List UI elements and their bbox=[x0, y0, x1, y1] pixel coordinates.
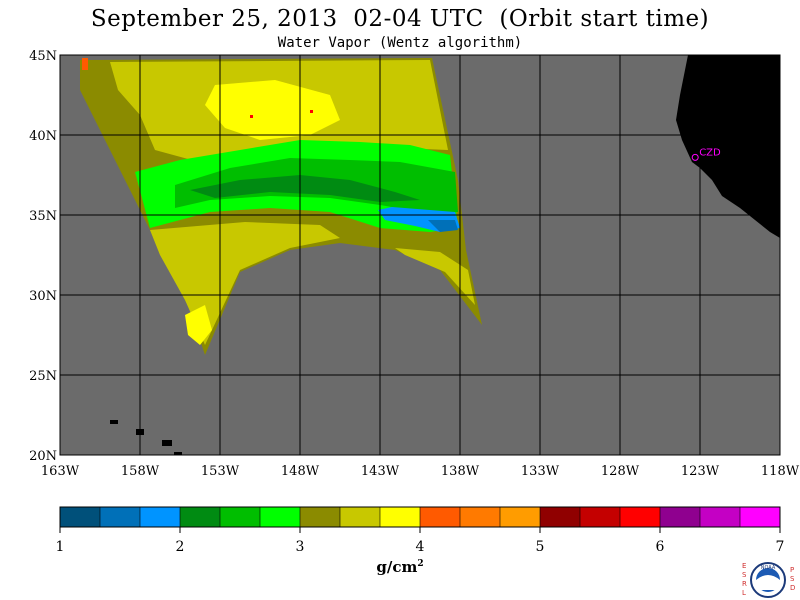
longitude-tick-label: 158W bbox=[121, 464, 160, 479]
colorbar-unit: g/cm2 bbox=[360, 558, 440, 576]
red-pixel-3 bbox=[310, 110, 313, 113]
latitude-tick-label: 30N bbox=[29, 289, 57, 304]
logo-letter: L bbox=[742, 589, 746, 597]
unit-superscript: 2 bbox=[417, 559, 424, 569]
colorbar-tick-label: 4 bbox=[416, 539, 425, 555]
colorbar-swatch bbox=[220, 507, 261, 527]
unit-text: g/cm bbox=[376, 558, 418, 576]
logo-right-letters: PSD bbox=[790, 566, 795, 592]
colorbar-tick-label: 3 bbox=[296, 539, 305, 555]
longitude-tick-label: 138W bbox=[441, 464, 480, 479]
swath-layer bbox=[80, 58, 482, 355]
colorbar-swatch bbox=[100, 507, 141, 527]
logo-letter: S bbox=[790, 575, 795, 583]
colorbar-tick-label: 5 bbox=[536, 539, 545, 555]
station-circle-icon bbox=[691, 153, 699, 161]
colorbar-swatch bbox=[700, 507, 741, 527]
red-pixel-1 bbox=[82, 58, 88, 70]
colorbar-swatch bbox=[260, 507, 301, 527]
colorbar-swatch bbox=[580, 507, 621, 527]
longitude-tick-label: 148W bbox=[281, 464, 320, 479]
logo-letter: P bbox=[790, 566, 794, 574]
logo-letter: D bbox=[790, 584, 795, 592]
colorbar-swatch bbox=[420, 507, 461, 527]
latitude-tick-label: 25N bbox=[29, 369, 57, 384]
red-pixel-2 bbox=[250, 115, 253, 118]
colorbar-swatch bbox=[460, 507, 501, 527]
colorbar-swatch bbox=[340, 507, 381, 527]
longitude-labels: 163W 158W 153W 148W 143W 138W 133W 128W 123W 118W bbox=[41, 464, 800, 479]
latitude-tick-label: 35N bbox=[29, 209, 57, 224]
chart-title: September 25, 2013 02-04 UTC (Orbit star… bbox=[90, 6, 710, 32]
longitude-tick-label: 163W bbox=[41, 464, 80, 479]
colorbar-tick-label: 6 bbox=[656, 539, 665, 555]
colorbar-swatch bbox=[380, 507, 421, 527]
swath-region-yellow-north bbox=[205, 80, 340, 140]
longitude-tick-label: 123W bbox=[681, 464, 720, 479]
chart-subtitle: Water Vapor (Wentz algorithm) bbox=[277, 35, 523, 51]
logo-letter: E bbox=[742, 562, 746, 570]
logo-letter: R bbox=[742, 580, 747, 588]
colorbar-tick-label: 1 bbox=[56, 539, 65, 555]
colorbar-tick-label: 7 bbox=[776, 539, 785, 555]
colorbar-swatch bbox=[660, 507, 701, 527]
longitude-tick-label: 128W bbox=[601, 464, 640, 479]
colorbar-swatch bbox=[300, 507, 341, 527]
longitude-tick-label: 118W bbox=[761, 464, 800, 479]
swath-region-yellow-south bbox=[185, 305, 212, 345]
latitude-tick-label: 40N bbox=[29, 129, 57, 144]
colorbar-swatch bbox=[540, 507, 581, 527]
latitude-tick-label: 20N bbox=[29, 449, 57, 464]
swath-region-dark-blue bbox=[428, 220, 458, 232]
station-marker: CZD bbox=[691, 147, 721, 161]
colorbar-swatch bbox=[620, 507, 661, 527]
latitude-labels: 45N 40N 35N 30N 25N 20N bbox=[29, 49, 57, 464]
longitude-tick-label: 153W bbox=[201, 464, 240, 479]
longitude-tick-label: 143W bbox=[361, 464, 400, 479]
longitude-tick-label: 133W bbox=[521, 464, 560, 479]
colorbar-swatch bbox=[740, 507, 781, 527]
colorbar-swatch bbox=[180, 507, 221, 527]
colorbar-swatch bbox=[140, 507, 181, 527]
logo-letter: S bbox=[742, 571, 747, 579]
colorbar bbox=[59, 506, 781, 528]
station-label: CZD bbox=[699, 147, 721, 158]
colorbar-swatch bbox=[500, 507, 541, 527]
latitude-tick-label: 45N bbox=[29, 49, 57, 64]
colorbar-labels: 1 2 3 4 5 6 7 bbox=[56, 527, 785, 555]
land-north-america bbox=[676, 55, 780, 238]
colorbar-swatch bbox=[60, 507, 101, 527]
map-frame bbox=[59, 54, 781, 456]
colorbar-tick-label: 2 bbox=[176, 539, 185, 555]
swath-region-dark-green bbox=[190, 175, 420, 202]
swath-region-c8c800-east bbox=[395, 248, 475, 305]
noaa-text: NOAA bbox=[761, 565, 776, 571]
